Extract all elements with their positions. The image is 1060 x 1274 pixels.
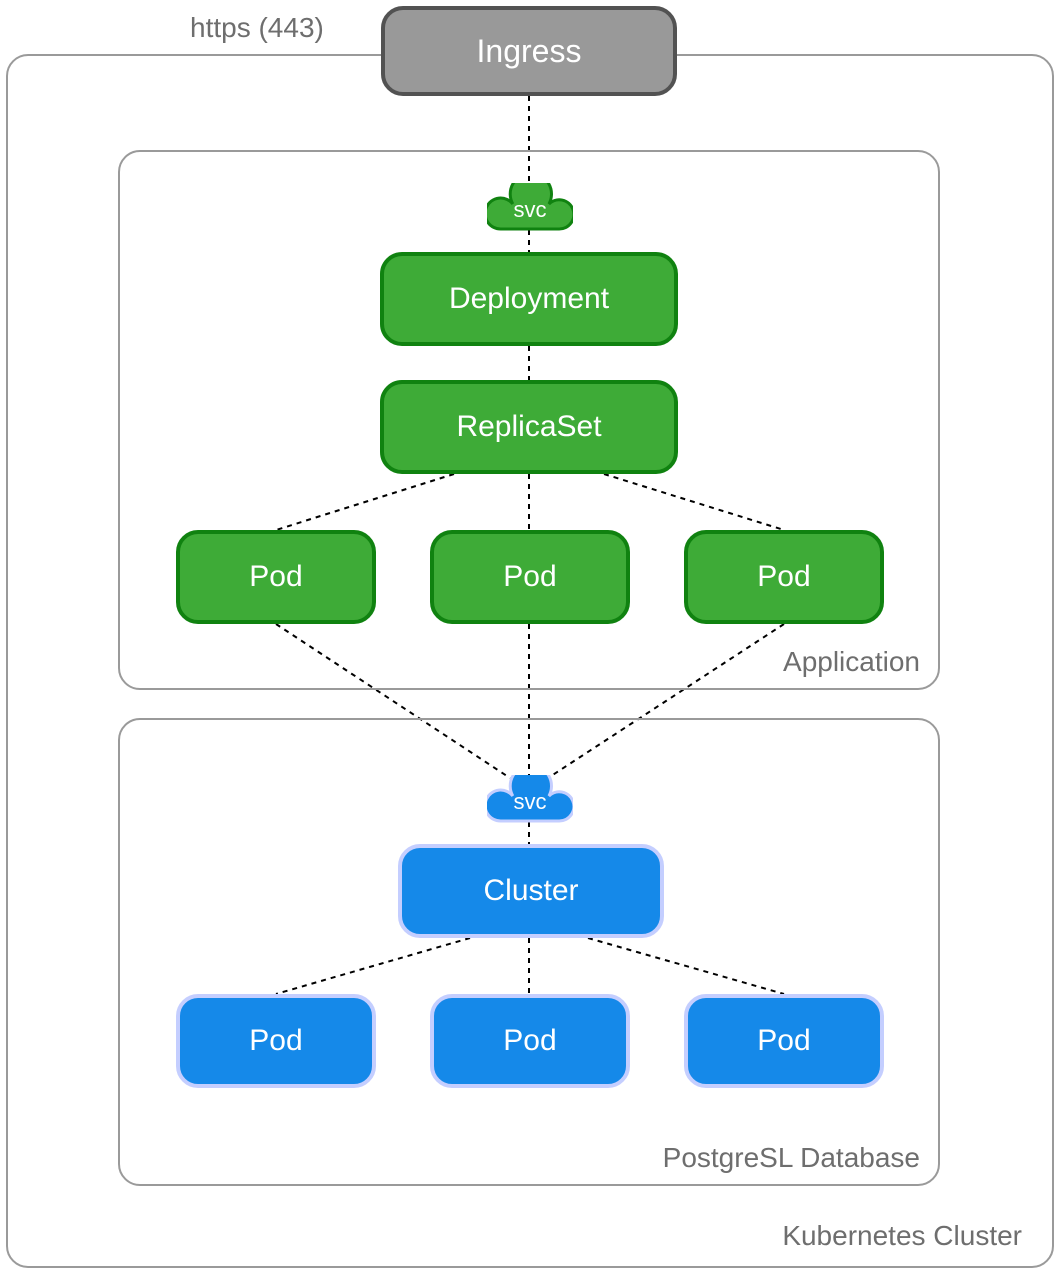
db-pod-node: Pod [684,994,884,1088]
deployment-label: Deployment [449,282,609,316]
database-section-label: PostgreSL Database [663,1142,920,1174]
db-svc-node: svc [487,775,573,825]
app-svc-label: svc [487,197,573,223]
db-cluster-label: Cluster [483,874,578,908]
ingress-node: Ingress [381,6,677,96]
pod-label: Pod [249,1024,302,1058]
app-svc-node: svc [487,183,573,233]
https-label: https (443) [190,12,324,44]
replicaset-node: ReplicaSet [380,380,678,474]
deployment-node: Deployment [380,252,678,346]
db-pod-node: Pod [430,994,630,1088]
db-cluster-node: Cluster [398,844,664,938]
pod-label: Pod [503,1024,556,1058]
app-pod-node: Pod [430,530,630,624]
replicaset-label: ReplicaSet [456,410,601,444]
pod-label: Pod [503,560,556,594]
pod-label: Pod [757,1024,810,1058]
kubernetes-cluster-label: Kubernetes Cluster [782,1220,1022,1252]
ingress-label: Ingress [477,33,582,70]
pod-label: Pod [757,560,810,594]
db-svc-label: svc [487,789,573,815]
app-pod-node: Pod [176,530,376,624]
app-pod-node: Pod [684,530,884,624]
application-section-label: Application [783,646,920,678]
db-pod-node: Pod [176,994,376,1088]
pod-label: Pod [249,560,302,594]
